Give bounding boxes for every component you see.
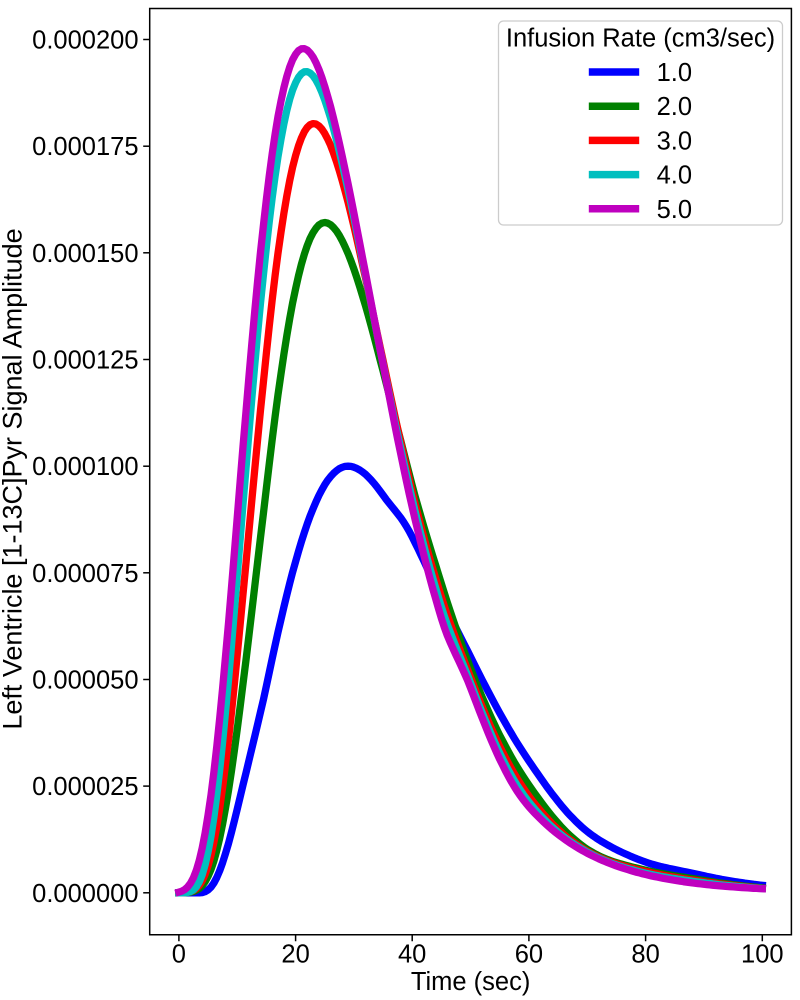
svg-text:4.0: 4.0 <box>657 162 692 190</box>
svg-text:0.000025: 0.000025 <box>32 773 138 801</box>
svg-text:3.0: 3.0 <box>657 127 692 155</box>
svg-text:Left Ventricle [1-13C]Pyr Sign: Left Ventricle [1-13C]Pyr Signal Amplitu… <box>0 228 28 729</box>
svg-text:0.000075: 0.000075 <box>32 560 138 588</box>
svg-text:100: 100 <box>741 941 784 969</box>
svg-text:40: 40 <box>398 941 426 969</box>
svg-text:2.0: 2.0 <box>657 93 692 121</box>
svg-text:0.000175: 0.000175 <box>32 133 138 161</box>
svg-text:0.000000: 0.000000 <box>32 880 138 908</box>
svg-text:1.0: 1.0 <box>657 59 692 87</box>
svg-text:0: 0 <box>172 941 186 969</box>
svg-text:0.000125: 0.000125 <box>32 347 138 375</box>
svg-text:Infusion Rate (cm3/sec): Infusion Rate (cm3/sec) <box>506 25 775 53</box>
svg-text:60: 60 <box>515 941 543 969</box>
svg-text:Time (sec): Time (sec) <box>411 968 530 996</box>
svg-text:0.000200: 0.000200 <box>32 27 138 55</box>
svg-text:0.000050: 0.000050 <box>32 667 138 695</box>
svg-text:5.0: 5.0 <box>657 196 692 224</box>
svg-text:80: 80 <box>631 941 659 969</box>
svg-text:20: 20 <box>281 941 309 969</box>
svg-text:0.000100: 0.000100 <box>32 453 138 481</box>
svg-text:0.000150: 0.000150 <box>32 240 138 268</box>
